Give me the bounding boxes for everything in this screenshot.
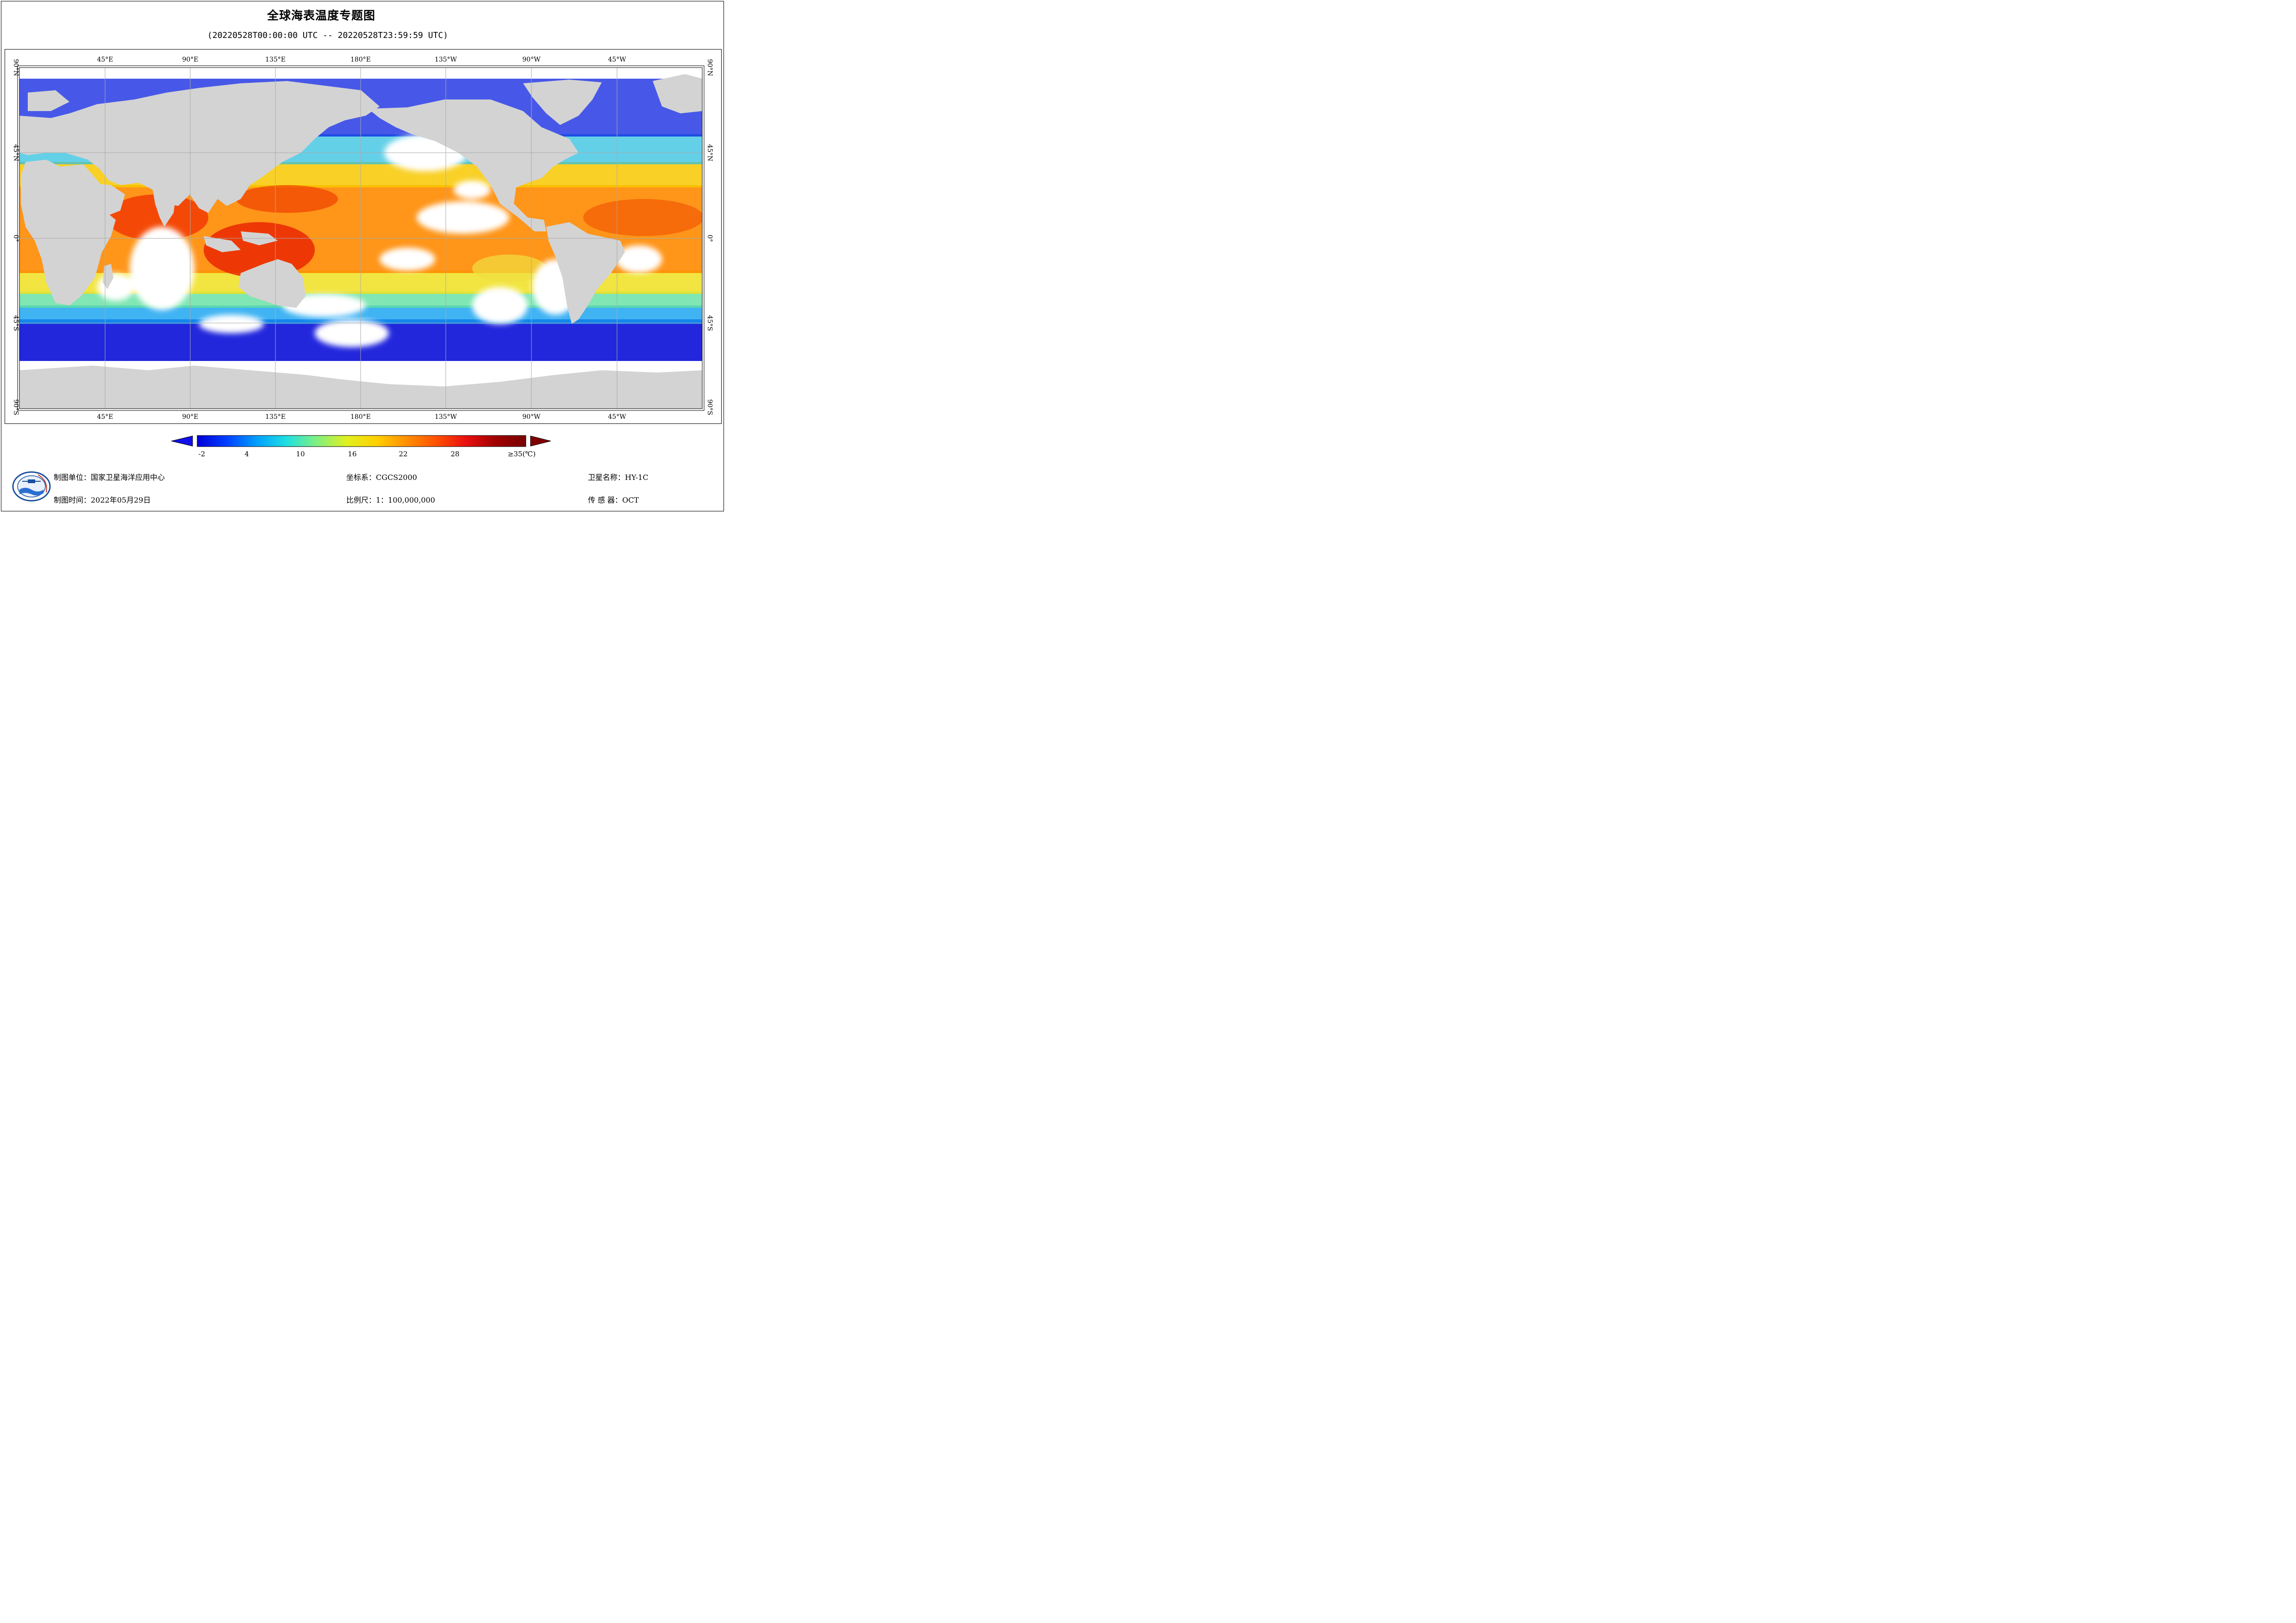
left-lat-label: 90°N xyxy=(12,59,19,76)
map-outer-border xyxy=(17,65,705,411)
mapping-unit: 制图单位：国家卫星海洋应用中心 xyxy=(54,473,165,482)
left-lat-labels: 90°N 45°N 0° 45°S 90°S xyxy=(12,59,19,415)
india xyxy=(153,190,176,227)
colorbar xyxy=(171,435,551,447)
bottom-lon-label: 45°W xyxy=(608,413,626,421)
top-lon-label: 180°E xyxy=(350,56,371,63)
top-lon-label: 135°E xyxy=(265,56,286,63)
right-lat-labels: 90°N 45°N 0° 45°S 90°S xyxy=(706,59,713,415)
time-range-subtitle: (20220528T00:00:00 UTC -- 20220528T23:59… xyxy=(207,31,449,40)
top-lon-label: 135°W xyxy=(435,56,457,63)
madagascar xyxy=(103,264,113,289)
left-lat-label: 90°S xyxy=(12,399,19,415)
map-border xyxy=(19,67,703,409)
colorbar-label: 4 xyxy=(244,450,249,458)
left-lat-label: 45°N xyxy=(12,144,19,161)
right-lat-label: 45°S xyxy=(706,315,713,331)
colorbar-label: 28 xyxy=(450,450,460,458)
nsoas-logo-icon xyxy=(12,471,51,502)
arabia xyxy=(88,183,125,215)
eurasia xyxy=(19,81,380,213)
top-lon-label: 45°W xyxy=(608,56,626,63)
right-lat-label: 90°N xyxy=(706,59,713,76)
colorbar-label: 16 xyxy=(348,450,357,458)
indonesia-west xyxy=(204,236,241,252)
right-lat-label: 90°S xyxy=(706,399,713,415)
bottom-lon-label: 90°E xyxy=(182,413,198,421)
map-scale: 比例尺：1：100,000,000 xyxy=(346,496,435,504)
colorbar-label: 10 xyxy=(296,450,305,458)
greenland xyxy=(523,80,602,125)
bottom-lon-label: 90°W xyxy=(522,413,541,421)
bottom-lon-label: 135°E xyxy=(265,413,286,421)
east-pacific-cool-tongue xyxy=(472,255,546,282)
colorbar-label: -2 xyxy=(198,450,206,458)
coordinate-system: 坐标系：CGCS2000 xyxy=(346,473,417,482)
sst-field xyxy=(19,68,702,409)
australia xyxy=(238,259,306,308)
warm-pool-indian-ocean xyxy=(106,194,208,241)
bottom-lon-label: 180°E xyxy=(350,413,371,421)
arctic-east-land xyxy=(653,74,702,113)
sst-map: 45°E 90°E 135°E 180°E 135°W 90°W 45°W 45… xyxy=(12,56,713,421)
top-lon-label: 90°E xyxy=(182,56,198,63)
colorbar-under-arrow xyxy=(171,435,193,447)
bottom-lon-label: 135°W xyxy=(435,413,457,421)
right-lat-label: 0° xyxy=(706,235,713,242)
colorbar-gradient xyxy=(197,435,526,447)
satellite-name: 卫星名称：HY-1C xyxy=(588,473,649,482)
page-border xyxy=(1,1,724,511)
sensor-name: 传 感 器：OCT xyxy=(588,496,639,504)
top-lon-label: 45°E xyxy=(97,56,113,63)
warm-pool-west-pacific xyxy=(236,185,338,213)
north-america xyxy=(368,99,579,231)
mapping-time: 制图时间：2022年05月29日 xyxy=(54,496,151,504)
bottom-lon-label: 45°E xyxy=(97,413,113,421)
right-lat-label: 45°N xyxy=(706,144,713,161)
colorbar-label: ≥35(℃) xyxy=(507,450,536,458)
africa xyxy=(21,160,116,305)
top-lon-labels: 45°E 90°E 135°E 180°E 135°W 90°W 45°W xyxy=(97,56,626,63)
colorbar-label: 22 xyxy=(399,450,408,458)
warm-pool-atlantic xyxy=(583,199,702,236)
top-lon-label: 90°W xyxy=(522,56,541,63)
colorbar-over-arrow xyxy=(530,435,551,447)
graticule xyxy=(19,68,702,409)
map-frame xyxy=(5,49,722,424)
map-title: 全球海表温度专题图 xyxy=(267,9,375,22)
left-lat-label: 45°S xyxy=(12,315,19,331)
bottom-lon-labels: 45°E 90°E 135°E 180°E 135°W 90°W 45°W xyxy=(97,413,626,421)
left-lat-label: 0° xyxy=(12,235,19,242)
scandinavia xyxy=(28,90,69,111)
south-america xyxy=(546,222,625,324)
